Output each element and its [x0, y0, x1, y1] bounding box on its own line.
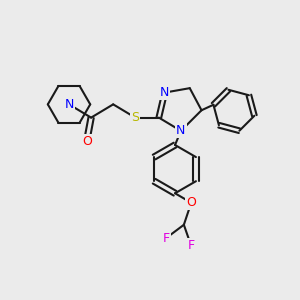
Text: N: N — [160, 86, 169, 99]
Text: F: F — [188, 239, 195, 253]
Text: O: O — [82, 135, 92, 148]
Text: O: O — [186, 196, 196, 209]
Text: F: F — [163, 232, 170, 244]
Text: N: N — [64, 98, 74, 111]
Text: N: N — [176, 124, 186, 137]
Text: S: S — [131, 111, 139, 124]
